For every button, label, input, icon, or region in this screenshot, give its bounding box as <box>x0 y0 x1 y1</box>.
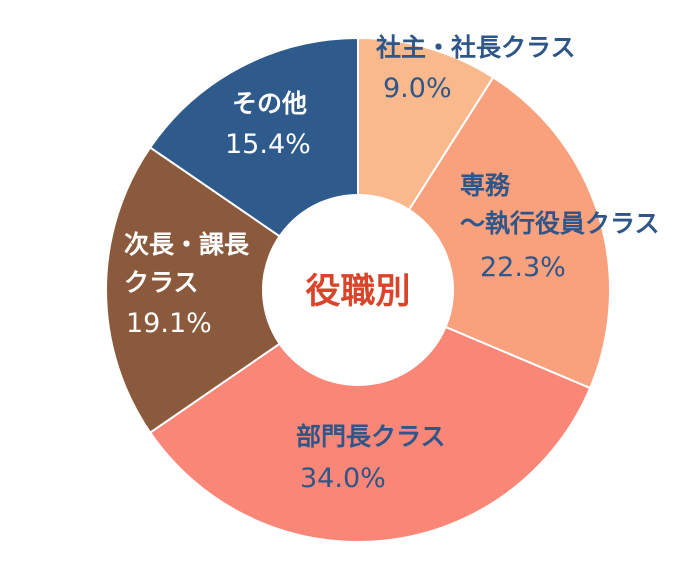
slice-value-2: 34.0% <box>300 463 386 494</box>
slice-label-1-line-1: 〜執行役員クラス <box>460 209 660 238</box>
chart-title: 役職別 <box>305 272 410 312</box>
pie-slice-3 <box>105 146 360 434</box>
slice-label-1-line-0: 専務 <box>460 171 511 200</box>
slice-labels: 社主・社長クラス 9.0% 専務〜執行役員クラス 22.3% 部門長クラス 34.0% 次長… <box>124 33 660 494</box>
slice-value-1: 22.3% <box>480 252 566 283</box>
slice-value-4: 15.4% <box>225 129 311 160</box>
slice-value-0: 9.0% <box>383 73 452 104</box>
slice-label-3-line-0: 次長・課長 <box>124 230 250 259</box>
slice-label-0-line-0: 社主・社長クラス <box>376 33 576 62</box>
donut-hole <box>262 194 454 386</box>
slice-label-2-line-0: 部門長クラス <box>296 422 446 451</box>
slice-value-3: 19.1% <box>126 308 212 339</box>
pie-slice-2 <box>148 288 592 543</box>
slice-label-4-line-0: その他 <box>232 89 307 118</box>
slice-label-3-line-1: クラス <box>124 268 199 297</box>
